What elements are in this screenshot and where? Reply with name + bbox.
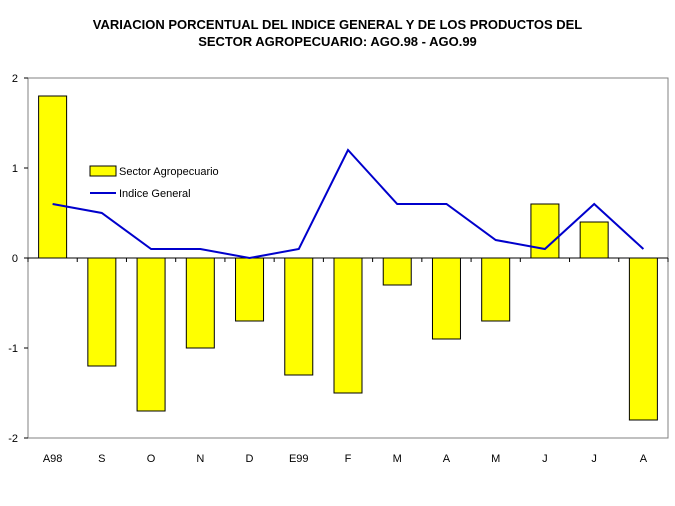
- legend-swatch-sector-agropecuario: [89, 165, 117, 177]
- bar: [628, 257, 658, 421]
- x-tick-label: J: [542, 453, 548, 465]
- legend-label-sector-agropecuario: Sector Agropecuario: [119, 166, 219, 178]
- y-tick-label: -1: [8, 343, 18, 355]
- x-tick-label: F: [345, 453, 352, 465]
- bar: [87, 257, 117, 367]
- x-tick-label: N: [196, 453, 204, 465]
- x-tick-label: D: [246, 453, 254, 465]
- bar: [235, 257, 265, 322]
- chart-title: VARIACION PORCENTUAL DEL INDICE GENERAL …: [0, 16, 675, 50]
- x-tick-label: M: [393, 453, 402, 465]
- x-tick-label: J: [591, 453, 597, 465]
- y-tick-label: -2: [8, 433, 18, 445]
- x-tick-label: S: [98, 453, 105, 465]
- y-tick-label: 0: [12, 253, 18, 265]
- bar: [431, 257, 461, 340]
- chart-title-line1: VARIACION PORCENTUAL DEL INDICE GENERAL …: [92, 17, 583, 32]
- x-tick-label: E99: [289, 453, 309, 465]
- x-tick-label: M: [491, 453, 500, 465]
- x-tick-label: A: [640, 453, 648, 465]
- bar: [284, 257, 314, 376]
- x-tick-label: A: [443, 453, 451, 465]
- bar: [185, 257, 215, 349]
- legend-label-indice-general: Indice General: [119, 188, 191, 200]
- y-tick-label: 1: [12, 163, 18, 175]
- chart-title-line2: SECTOR AGROPECUARIO: AGO.98 - AGO.99: [198, 34, 477, 49]
- bar: [38, 95, 68, 259]
- x-tick-label: O: [147, 453, 156, 465]
- bar: [382, 257, 412, 286]
- bar: [481, 257, 511, 322]
- bar: [579, 221, 609, 259]
- bar: [136, 257, 166, 412]
- bar: [333, 257, 363, 394]
- y-tick-label: 2: [12, 73, 18, 85]
- x-tick-label: A98: [43, 453, 63, 465]
